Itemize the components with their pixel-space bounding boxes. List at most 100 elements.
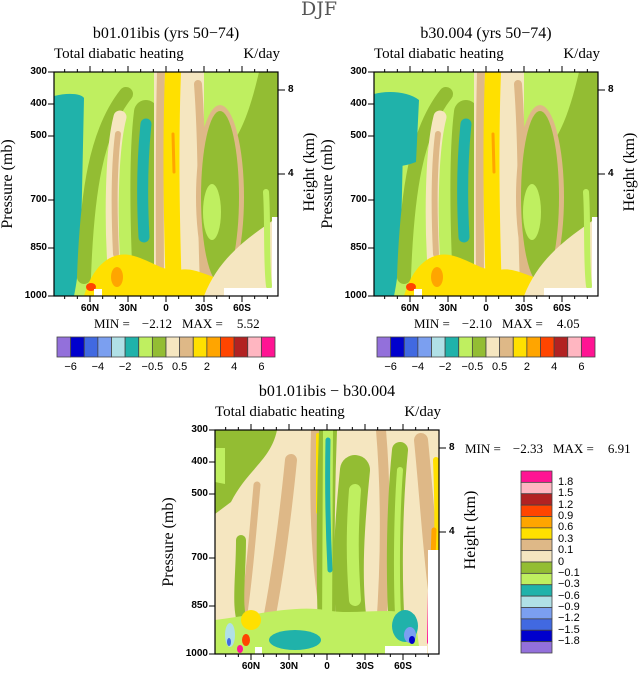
colorbar-swatch [520,595,553,608]
colorbar-swatch [520,629,553,643]
colorbar-label: −0.6 [558,589,580,602]
contour-region [224,288,278,296]
colorbar-label: 1.2 [558,498,574,511]
y-tick-label: 300 [350,66,367,77]
colorbar-label: −6 [384,361,397,373]
x-tick-label: 30S [515,303,533,314]
y-tick-label: 700 [191,552,208,563]
colorbar [376,336,596,358]
contour-region [374,72,414,88]
panel-units-label: K/day [243,46,280,62]
contour-cell [86,283,96,291]
y-tick-label: 700 [30,194,47,205]
contour-cell [111,267,123,287]
colorbar-label: −2 [118,361,132,373]
colorbar-swatch [260,336,276,358]
x-tick-label: 60S [233,303,251,314]
y-tick-label: 400 [191,456,208,467]
contour-region [428,550,439,654]
colorbar-swatch [520,504,553,517]
colorbar-label: −0.5 [461,361,484,373]
contour-cell [201,111,239,283]
max-label: MAX = [181,316,223,331]
contour-band [346,484,361,606]
min-value: −2.33 [512,441,543,456]
x-tick-label: 60N [241,661,261,672]
contour-region [215,448,225,484]
colorbar-swatch [512,336,528,358]
height-tick-label: 8 [449,442,455,453]
contour-band [137,118,152,243]
x-tick-label: 60S [394,661,412,672]
panel-variable-label: Total diabatic heating [215,404,345,420]
colorbar-label: 6 [578,361,585,373]
colorbar-swatch [520,641,553,654]
x-tick-label: 30S [356,661,374,672]
colorbar-swatch [192,336,208,358]
contour-band [431,131,441,257]
colorbar-swatch [520,538,553,552]
colorbar-swatch [138,336,153,358]
colorbar-swatch [97,336,112,358]
y2-axis-label: Height (km) [301,132,318,212]
colorbar-label: −0.5 [141,361,164,373]
colorbar-label: −0.9 [558,601,580,613]
max-label: MAX = [501,316,543,331]
contour-band [475,72,485,296]
colorbar-swatch [499,336,514,358]
y-tick-label: 1000 [344,290,367,301]
colorbar-label: 4 [231,361,238,373]
colorbar-label: 6 [258,361,265,373]
height-tick-label: 8 [608,84,614,95]
colorbar-swatch [124,336,140,358]
colorbar-label: 1.8 [558,475,574,488]
contour-cell [523,184,541,240]
colorbar-label: −1.5 [558,623,580,636]
x-tick-label: 0 [483,303,489,314]
y-tick-label: 1000 [185,648,208,659]
colorbar-swatch [540,336,555,358]
contour-cell [237,645,243,653]
panel-units-label: K/day [404,404,441,420]
colorbar-swatch [56,336,72,358]
colorbar-swatch [376,336,392,358]
panel-title: b30.004 (yrs 50−74) [420,25,552,42]
x-tick-label: 60N [400,303,420,314]
colorbar-label: 0.9 [558,510,574,522]
contour-region [374,92,419,172]
colorbar-swatch [206,336,221,358]
colorbar-swatch [580,336,596,358]
contour-band [111,131,121,257]
contour-region [544,288,598,296]
x-tick-label: 0 [163,303,169,314]
contour-region [215,430,277,514]
contour-band [397,87,453,284]
colorbar-swatch [567,336,582,358]
colorbar-swatch [520,561,553,574]
colorbar-swatch [220,336,235,358]
colorbar-swatch [70,336,85,358]
y-tick-label: 1000 [24,290,47,301]
min-label: MIN = [465,441,501,456]
panel-variable-label: Total diabatic heating [54,46,184,62]
colorbar-swatch [417,336,432,358]
contour-region [94,289,102,296]
colorbar-label: 2 [203,361,210,373]
contour-region [524,217,598,296]
y-tick-label: 400 [30,98,47,109]
min-max-stats: MIN = −2.10 MAX = 4.05 [414,316,580,331]
height-tick-label: 4 [449,526,455,537]
x-tick-label: 0 [324,661,330,672]
min-label: MIN = [94,316,130,331]
y-tick-label: 850 [350,242,367,253]
y-tick-label: 300 [30,66,47,77]
colorbar-swatch [111,336,126,358]
contour-band [171,132,176,174]
colorbar-label: 0.5 [171,361,188,373]
colorbar-label: −4 [91,361,105,373]
colorbar-swatch [233,336,249,358]
y-tick-label: 400 [350,98,367,109]
colorbar-label: −0.3 [558,578,580,591]
contour-region [84,254,229,296]
colorbar-swatch [520,584,553,597]
